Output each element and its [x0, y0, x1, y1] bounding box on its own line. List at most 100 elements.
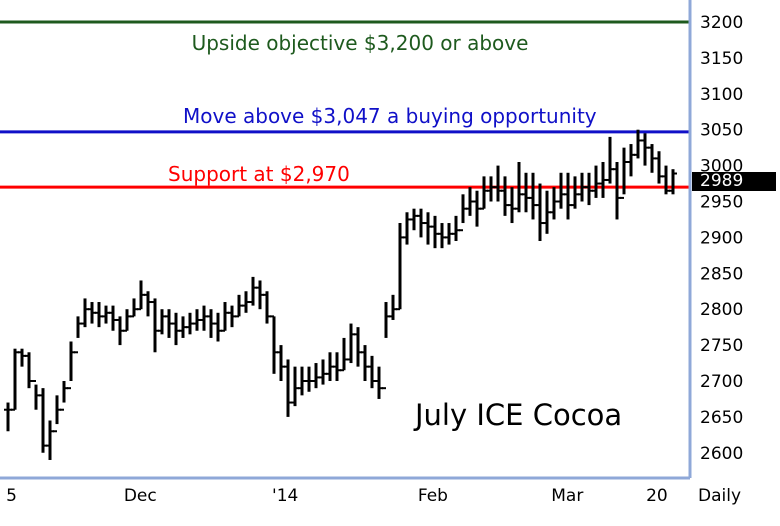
ohlc-bar	[67, 341, 75, 390]
ohlc-bar	[319, 359, 327, 385]
ohlc-bar	[221, 302, 229, 332]
y-tick-label: 2750	[700, 336, 743, 356]
ohlc-bar	[494, 165, 502, 202]
ohlc-bar	[648, 144, 656, 173]
ohlc-bar	[235, 294, 243, 318]
y-tick-label: 3050	[700, 121, 743, 141]
ohlc-bar	[536, 183, 544, 241]
ohlc-bar	[214, 312, 222, 342]
ohlc-bar	[431, 215, 439, 249]
ohlc-bar	[655, 151, 663, 184]
ohlc-bar	[585, 172, 593, 206]
y-tick-label: 2800	[700, 300, 743, 320]
ohlc-bar	[417, 208, 425, 238]
x-tick-label: 5	[6, 486, 17, 506]
ohlc-bar	[228, 305, 236, 328]
ohlc-bar	[123, 309, 131, 332]
ohlc-bar	[396, 223, 404, 311]
ohlc-bar	[32, 380, 40, 410]
ohlc-bar	[207, 309, 215, 338]
ohlc-bar	[298, 366, 306, 396]
ohlc-bar	[137, 280, 145, 311]
ohlc-bar	[487, 176, 495, 202]
ohlc-bar	[60, 381, 68, 411]
x-tick-label: Feb	[418, 486, 448, 506]
ohlc-bar	[333, 352, 341, 381]
ohlc-bar	[312, 363, 320, 389]
ohlc-bar	[81, 298, 89, 328]
x-tick-label: Mar	[551, 486, 583, 506]
ohlc-bar	[18, 348, 26, 367]
ohlc-bar	[480, 176, 488, 210]
chart-title: July ICE Cocoa	[413, 398, 622, 432]
ohlc-bar	[361, 345, 369, 381]
ohlc-bar	[382, 302, 390, 390]
ohlc-bar	[151, 298, 159, 353]
ohlc-bar	[501, 176, 509, 216]
ohlc-bar	[305, 366, 313, 392]
ohlc-bar	[263, 291, 271, 324]
ohlc-bar	[39, 388, 47, 453]
y-tick-label: 2950	[700, 193, 743, 213]
ohlc-bar	[564, 172, 572, 220]
ohlc-bar	[368, 355, 376, 389]
x-tick-label: Dec	[124, 486, 157, 506]
ohlc-bar	[179, 316, 187, 338]
ohlc-bar	[550, 187, 558, 220]
y-tick-label: 2700	[700, 372, 743, 392]
ohlc-bar	[543, 190, 551, 234]
ohlc-bar	[522, 172, 530, 213]
ohlc-bar	[662, 165, 670, 195]
ohlc-bar	[165, 309, 173, 338]
ohlc-bar	[200, 305, 208, 331]
ohlc-bar	[459, 194, 467, 232]
ohlc-bar	[277, 345, 285, 381]
ohlc-bar	[172, 312, 180, 346]
ohlc-bar	[249, 276, 257, 306]
ohlc-bar	[102, 305, 110, 324]
ohlc-bar	[270, 315, 278, 374]
last-price-label: 2989	[700, 171, 743, 191]
ohlc-bar	[669, 169, 677, 195]
ohlc-bar	[557, 172, 565, 209]
ohlc-bar	[641, 133, 649, 166]
ohlc-bar	[508, 187, 516, 224]
ohlc-bar	[144, 291, 152, 317]
ohlc-bar	[95, 302, 103, 328]
ohlc-bar	[347, 323, 355, 364]
ohlc-bar	[466, 187, 474, 216]
x-tick-label: '14	[272, 486, 298, 506]
ohlc-bar	[116, 316, 124, 346]
annotation-upside-objective: Upside objective $3,200 or above	[192, 31, 529, 55]
ohlc-bar	[613, 162, 621, 220]
y-tick-label: 2600	[700, 444, 743, 464]
ohlc-bar	[88, 302, 96, 324]
ohlc-bar	[473, 190, 481, 227]
ohlc-bar	[445, 223, 453, 245]
ohlc-bar	[242, 291, 250, 313]
ohlc-bar	[340, 337, 348, 372]
ohlc-bar	[354, 327, 362, 367]
ohlc-bar	[571, 176, 579, 209]
last-price-box	[692, 172, 776, 191]
y-tick-label: 3000	[700, 157, 743, 177]
ohlc-bar	[193, 309, 201, 331]
ohlc-bar	[11, 348, 19, 411]
ohlc-bar	[284, 359, 292, 417]
ohlc-bar	[389, 294, 397, 320]
ohlc-bar	[53, 395, 61, 433]
ohlc-bar	[403, 212, 411, 245]
ohlc-bar	[599, 162, 607, 198]
ohlc-bar	[438, 223, 446, 249]
ohlc-bar	[606, 136, 614, 184]
y-tick-label: 3150	[700, 49, 743, 69]
ohlc-bar	[375, 366, 383, 399]
annotation-buying-opportunity: Move above $3,047 a buying opportunity	[183, 104, 597, 128]
annotation-support: Support at $2,970	[168, 162, 350, 186]
y-axis-ticks: 2600 2650 2700 2750 2800 2850 2900 2950 3000 3050…	[700, 13, 743, 464]
y-tick-label: 2900	[700, 228, 743, 248]
ohlc-bar	[627, 144, 635, 177]
ohlc-bar	[452, 215, 460, 241]
y-tick-label: 3200	[700, 13, 743, 33]
